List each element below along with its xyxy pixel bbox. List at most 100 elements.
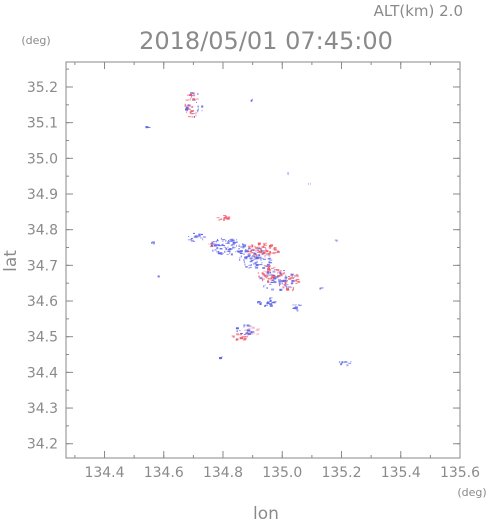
echo-point	[194, 115, 195, 118]
echo-point	[227, 246, 229, 249]
echo-point	[265, 242, 267, 245]
echo-point	[190, 113, 194, 115]
echo-point	[244, 249, 247, 251]
echo-point	[225, 247, 227, 250]
y-tick-label: 35.1	[27, 116, 58, 132]
echo-point	[232, 246, 235, 249]
echo-point	[346, 364, 349, 367]
echo-point	[279, 288, 283, 291]
echo-point	[281, 280, 283, 282]
echo-point	[289, 286, 293, 288]
echo-point	[208, 243, 210, 245]
echo-point	[257, 246, 261, 249]
echo-point	[197, 110, 199, 113]
echo-point	[242, 259, 245, 261]
echo-point	[197, 92, 199, 95]
echo-point	[267, 250, 269, 252]
echo-point	[257, 250, 259, 251]
echo-point	[298, 304, 302, 306]
echo-point	[268, 265, 271, 268]
echo-point	[256, 251, 259, 253]
echo-point	[221, 356, 223, 358]
echo-point	[263, 243, 266, 246]
echo-point	[224, 215, 227, 218]
echo-point	[259, 259, 262, 261]
echo-point	[273, 247, 276, 250]
echo-point	[268, 251, 270, 253]
echo-point	[266, 302, 270, 305]
echo-point	[227, 241, 230, 244]
echo-point	[217, 245, 221, 246]
chart-title: 2018/05/01 07:45:00	[139, 27, 393, 55]
echo-point	[239, 250, 243, 252]
echo-point	[227, 216, 231, 219]
echo-point	[194, 112, 197, 114]
echo-point	[292, 288, 294, 291]
echo-point	[201, 110, 203, 112]
echo-point	[274, 251, 278, 253]
echo-point	[190, 238, 192, 240]
echo-point	[261, 273, 264, 275]
echo-point	[191, 116, 194, 118]
echo-point	[218, 219, 220, 222]
echo-point	[216, 217, 220, 219]
echo-point	[268, 274, 272, 276]
echo-point	[252, 263, 256, 265]
echo-point	[185, 108, 188, 111]
echo-point	[265, 250, 268, 253]
echo-point	[238, 248, 240, 250]
echo-point	[269, 259, 273, 261]
echo-point	[251, 248, 255, 251]
echo-point	[286, 288, 290, 291]
echo-point	[199, 237, 202, 239]
echo-point	[223, 215, 227, 216]
echo-point	[231, 239, 235, 242]
echo-point	[212, 241, 216, 243]
echo-point	[287, 174, 289, 175]
echo-point	[294, 274, 298, 277]
echo-point	[267, 268, 269, 271]
echo-point	[261, 272, 264, 275]
echo-point	[341, 362, 344, 364]
echo-point	[240, 246, 243, 248]
echo-point	[245, 336, 248, 338]
echo-point	[216, 240, 218, 243]
echo-point	[268, 247, 272, 249]
echo-point	[293, 286, 295, 289]
echo-point	[216, 247, 219, 250]
x-tick-label: 134.4	[84, 465, 124, 481]
echo-point	[243, 253, 245, 255]
echo-point	[212, 244, 214, 246]
echo-point	[278, 270, 282, 273]
echo-point	[262, 251, 266, 253]
echo-point	[251, 99, 253, 102]
y-tick-label: 34.2	[27, 437, 58, 453]
echo-point	[221, 244, 224, 246]
echo-point	[262, 258, 266, 260]
echo-point	[201, 105, 204, 108]
echo-point	[193, 232, 195, 234]
echo-point	[253, 252, 257, 255]
echo-point	[265, 265, 269, 267]
echo-point	[235, 251, 237, 253]
echo-point	[188, 236, 190, 237]
echo-point	[215, 243, 217, 245]
echo-point	[256, 334, 259, 335]
echo-point	[187, 104, 190, 107]
echo-point	[228, 240, 229, 241]
echo-point	[264, 305, 266, 307]
echo-point	[272, 270, 276, 273]
echo-point	[341, 361, 344, 364]
echo-point	[243, 324, 246, 327]
echo-point	[267, 280, 270, 283]
echo-point	[238, 244, 240, 246]
echo-point	[282, 280, 285, 282]
echo-point	[265, 248, 267, 250]
echo-point	[252, 332, 255, 334]
echo-point	[246, 324, 250, 327]
echo-point	[261, 257, 264, 259]
echo-point	[266, 287, 268, 289]
echo-point	[307, 182, 309, 185]
echo-point	[249, 331, 251, 334]
echo-point	[239, 253, 243, 254]
